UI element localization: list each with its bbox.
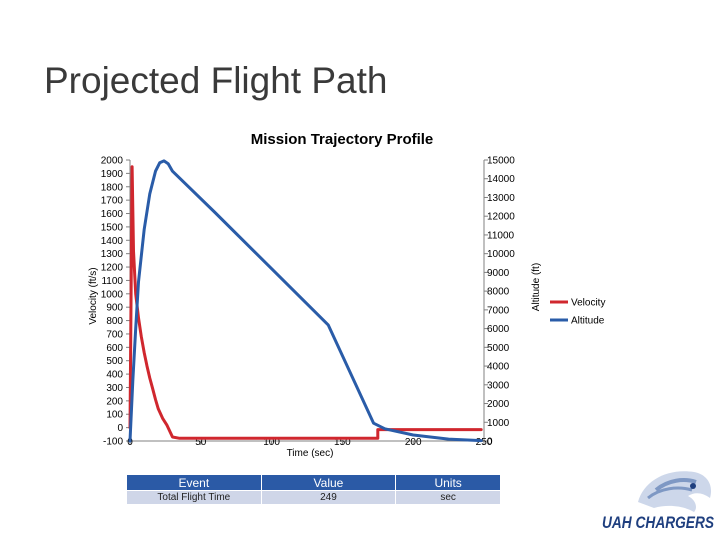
- y-tick-label: 1400: [101, 236, 124, 247]
- y2-tick-label: 7000: [487, 305, 510, 316]
- trajectory-chart: Mission Trajectory Profile -100 0 100 200 300…: [88, 131, 605, 459]
- y-tick-label: 1000: [101, 289, 124, 300]
- y2-tick-label: 13000: [487, 193, 515, 204]
- y2-tick-label: 3000: [487, 380, 510, 391]
- slide-title: Projected Flight Path: [44, 60, 388, 101]
- horse-head-icon: [638, 471, 712, 512]
- y-tick-label: 500: [106, 356, 123, 367]
- y2-tick-label: 8000: [487, 287, 510, 298]
- x-tick-label: 200: [405, 437, 422, 448]
- x-tick-label: 50: [195, 437, 207, 448]
- x-tick-label: 250: [476, 437, 493, 448]
- y2-axis-label: Altitude (ft): [531, 263, 542, 311]
- y-axis-label: Velocity (ft/s): [88, 267, 99, 324]
- y-tick-label: 1300: [101, 249, 124, 260]
- y-tick-label: -100: [103, 437, 123, 448]
- logo-text: UAH CHARGERS: [602, 513, 715, 532]
- y2-tick-label: 11000: [487, 230, 515, 241]
- y-tick-label: 1800: [101, 182, 124, 193]
- table-cell-units: sec: [395, 490, 501, 505]
- series-line-altitude: [128, 159, 483, 443]
- y-tick-label: 0: [117, 423, 123, 434]
- y2-tick-label: 12000: [487, 212, 515, 223]
- y-tick-label: 1500: [101, 222, 124, 233]
- y-tick-label: 1600: [101, 209, 124, 220]
- table-header-event: Event: [126, 474, 262, 491]
- y-tick-label: 400: [106, 370, 123, 381]
- y2-tick-label: 14000: [487, 174, 515, 185]
- y-tick-label: 100: [106, 410, 123, 421]
- y2-tick-label: 1000: [487, 418, 510, 429]
- y-tick-label: 1200: [101, 263, 124, 274]
- y-tick-label: 1100: [101, 276, 123, 287]
- y2-tick-label: 5000: [487, 343, 510, 354]
- y-tick-label: 800: [106, 316, 123, 327]
- y2-tick-label: 4000: [487, 362, 510, 373]
- y2-tick-label: 15000: [487, 156, 515, 167]
- x-tick-label: 150: [334, 437, 351, 448]
- table-row: Total Flight Time 249 sec: [126, 490, 501, 505]
- chart-title: Mission Trajectory Profile: [251, 131, 434, 148]
- y2-tick-label: 2000: [487, 399, 510, 410]
- y-tick-label: 1700: [101, 196, 124, 207]
- table-header-value: Value: [260, 474, 397, 491]
- x-tick-label: 0: [127, 437, 133, 448]
- y2-tick-label: 9000: [487, 268, 510, 279]
- table-header-units: Units: [395, 474, 501, 491]
- legend-label-altitude: Altitude: [571, 316, 605, 327]
- y-tick-label: 900: [106, 303, 123, 314]
- legend-label-velocity: Velocity: [571, 298, 605, 309]
- y-tick-label: 1900: [101, 169, 124, 180]
- table-cell-value: 249: [260, 490, 397, 505]
- table-header-row: Event Value Units: [126, 474, 501, 491]
- y2-tick-label: 10000: [487, 249, 515, 260]
- y2-tick-label: 6000: [487, 324, 510, 335]
- summary-table: Event Value Units Total Flight Time 249 …: [126, 474, 501, 505]
- x-axis-label: Time (sec): [287, 448, 334, 459]
- y-tick-label: 700: [106, 329, 123, 340]
- y-tick-label: 2000: [101, 156, 124, 167]
- table-cell-event: Total Flight Time: [126, 490, 262, 505]
- y-tick-label: 600: [106, 343, 123, 354]
- x-tick-label: 100: [263, 437, 280, 448]
- y2-tick-label: 0: [487, 437, 493, 448]
- y-tick-label: 300: [106, 383, 123, 394]
- chargers-logo: UAH CHARGERS: [602, 471, 715, 532]
- y-tick-label: 200: [106, 396, 123, 407]
